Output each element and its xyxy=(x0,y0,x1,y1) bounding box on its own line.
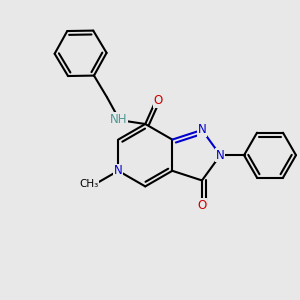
Text: N: N xyxy=(198,124,206,136)
Text: O: O xyxy=(153,94,163,107)
Text: CH₃: CH₃ xyxy=(80,179,99,189)
Text: N: N xyxy=(114,164,123,177)
Text: N: N xyxy=(216,149,225,162)
Text: NH: NH xyxy=(110,113,128,126)
Text: O: O xyxy=(197,199,207,212)
